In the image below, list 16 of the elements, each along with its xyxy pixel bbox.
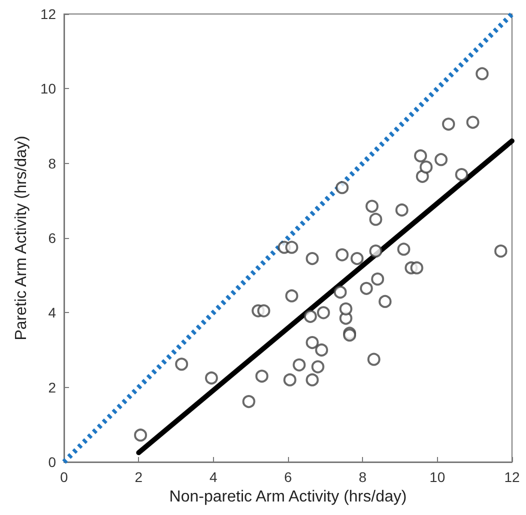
y-tick-label: 12 bbox=[40, 6, 56, 22]
y-tick-label: 0 bbox=[48, 454, 56, 470]
x-tick-label: 0 bbox=[60, 469, 68, 485]
x-tick-label: 10 bbox=[430, 469, 446, 485]
x-tick-label: 2 bbox=[134, 469, 143, 485]
x-tick-label: 12 bbox=[504, 469, 520, 485]
y-axis-title: Paretic Arm Activity (hrs/day) bbox=[13, 136, 30, 340]
x-tick-label: 8 bbox=[358, 469, 367, 485]
y-tick-label: 4 bbox=[48, 304, 56, 321]
y-tick-label: 2 bbox=[48, 379, 56, 396]
y-tick-label: 6 bbox=[48, 230, 56, 246]
y-tick-label: 10 bbox=[40, 80, 56, 97]
x-tick-label: 6 bbox=[284, 469, 292, 485]
x-axis-title: Non-paretic Arm Activity (hrs/day) bbox=[169, 488, 407, 506]
y-tick-label: 8 bbox=[48, 155, 56, 172]
x-tick-label: 4 bbox=[209, 469, 218, 485]
